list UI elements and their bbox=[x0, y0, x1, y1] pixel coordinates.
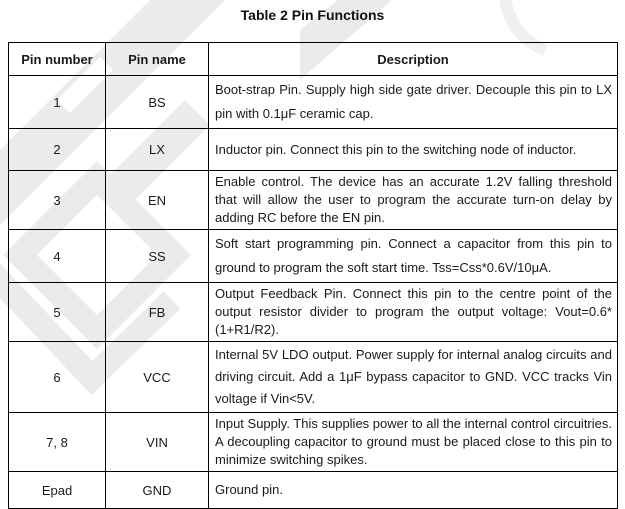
pin-number-cell: 3 bbox=[8, 170, 106, 230]
pin-name-cell: LX bbox=[105, 128, 209, 171]
pin-description-cell: Enable control. The device has an accura… bbox=[208, 170, 618, 230]
table-header-row: Pin number Pin name Description bbox=[8, 42, 618, 76]
table-row: 7, 8 VIN Input Supply. This supplies pow… bbox=[8, 412, 618, 472]
table-row: 6 VCC Internal 5V LDO output. Power supp… bbox=[8, 341, 618, 413]
pin-name-cell: VCC bbox=[105, 341, 209, 413]
pin-number-cell: 2 bbox=[8, 128, 106, 171]
column-header-pin-number: Pin number bbox=[8, 42, 106, 76]
table-row: 5 FB Output Feedback Pin. Connect this p… bbox=[8, 282, 618, 342]
pin-number-cell: Epad bbox=[8, 471, 106, 509]
pin-number-cell: 5 bbox=[8, 282, 106, 342]
table-row: 1 BS Boot-strap Pin. Supply high side ga… bbox=[8, 75, 618, 129]
pin-description-cell: Internal 5V LDO output. Power supply for… bbox=[208, 341, 618, 413]
pin-number-cell: 6 bbox=[8, 341, 106, 413]
table-title: Table 2 Pin Functions bbox=[240, 7, 385, 23]
pin-number-cell: 1 bbox=[8, 75, 106, 129]
pin-description-cell: Inductor pin. Connect this pin to the sw… bbox=[208, 128, 618, 171]
pin-name-cell: FB bbox=[105, 282, 209, 342]
table-row: 4 SS Soft start programming pin. Connect… bbox=[8, 229, 618, 283]
pin-number-cell: 7, 8 bbox=[8, 412, 106, 472]
pin-name-cell: BS bbox=[105, 75, 209, 129]
pin-description-cell: Boot-strap Pin. Supply high side gate dr… bbox=[208, 75, 618, 129]
pin-number-cell: 4 bbox=[8, 229, 106, 283]
pin-name-cell: VIN bbox=[105, 412, 209, 472]
pin-description-cell: Ground pin. bbox=[208, 471, 618, 509]
column-header-description: Description bbox=[208, 42, 618, 76]
column-header-pin-name: Pin name bbox=[105, 42, 209, 76]
pin-functions-table: Pin number Pin name Description 1 BS Boo… bbox=[8, 42, 618, 509]
table-row: 2 LX Inductor pin. Connect this pin to t… bbox=[8, 128, 618, 171]
pin-name-cell: EN bbox=[105, 170, 209, 230]
pin-name-cell: SS bbox=[105, 229, 209, 283]
pin-name-cell: GND bbox=[105, 471, 209, 509]
pin-description-cell: Soft start programming pin. Connect a ca… bbox=[208, 229, 618, 283]
pin-description-cell: Input Supply. This supplies power to all… bbox=[208, 412, 618, 472]
table-row: 3 EN Enable control. The device has an a… bbox=[8, 170, 618, 230]
pin-description-cell: Output Feedback Pin. Connect this pin to… bbox=[208, 282, 618, 342]
table-row: Epad GND Ground pin. bbox=[8, 471, 618, 509]
